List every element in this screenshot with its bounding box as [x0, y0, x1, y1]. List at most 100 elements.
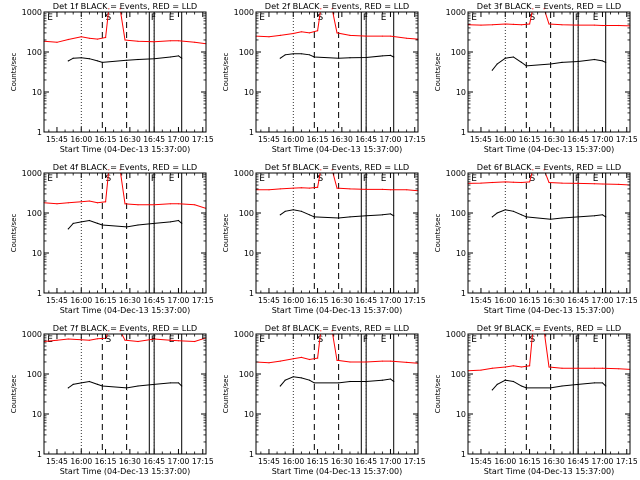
- y-tick-label: 1: [461, 450, 466, 459]
- y-tick-label: 10: [32, 410, 42, 419]
- data-point-lld: [67, 38, 69, 41]
- data-point-events: [137, 385, 139, 387]
- data-point-lld: [543, 8, 545, 10]
- series-line-lld: [468, 334, 630, 372]
- y-axis-label: Counts/sec: [10, 375, 18, 414]
- x-tick-label: 17:15: [616, 296, 638, 305]
- data-point-lld: [300, 187, 302, 189]
- x-tick-label: 17:15: [404, 457, 426, 466]
- x-tick-label: 16:00: [282, 296, 304, 305]
- x-tick-label: 16:30: [543, 296, 565, 305]
- data-point-lld: [279, 360, 281, 362]
- data-point-events: [393, 215, 395, 217]
- data-point-events: [284, 379, 286, 381]
- data-point-events: [72, 222, 74, 224]
- marker-label-e: E: [593, 335, 599, 345]
- data-point-events: [308, 379, 311, 381]
- data-point-lld: [349, 34, 351, 37]
- x-tick-label: 15:45: [470, 296, 492, 305]
- y-tick-label: 100: [239, 209, 254, 218]
- data-point-events: [381, 55, 383, 57]
- x-tick-label: 16:45: [355, 457, 377, 466]
- data-point-events: [67, 387, 69, 389]
- data-point-lld: [480, 182, 482, 184]
- data-point-events: [349, 57, 351, 59]
- data-point-lld: [56, 339, 58, 341]
- data-point-lld: [292, 358, 294, 360]
- data-point-events: [137, 224, 139, 226]
- plot-frame: [467, 333, 631, 455]
- data-point-lld: [105, 36, 107, 39]
- y-axis-label: Counts/sec: [434, 53, 442, 92]
- series-line-lld: [44, 173, 206, 209]
- y-tick-label: 1000: [446, 169, 466, 178]
- data-point-lld: [561, 367, 563, 369]
- data-point-lld: [56, 203, 58, 205]
- data-point-events: [504, 379, 506, 381]
- marker-label-s: S: [318, 174, 324, 184]
- y-tick-label: 10: [244, 88, 254, 97]
- data-point-lld: [561, 24, 563, 26]
- panel-title: Det 4f BLACK = Events, RED = LLD: [53, 162, 197, 172]
- data-point-events: [126, 387, 128, 389]
- data-point-lld: [124, 203, 126, 205]
- data-point-lld: [108, 330, 110, 332]
- data-point-lld: [504, 23, 506, 25]
- data-point-lld: [520, 366, 523, 368]
- marker-label-e: E: [259, 13, 265, 23]
- data-point-events: [338, 382, 340, 384]
- data-point-lld: [169, 339, 171, 341]
- series-line-events: [491, 56, 606, 71]
- marker-label-e: E: [471, 335, 477, 345]
- data-point-events: [491, 69, 493, 71]
- series-line-events: [279, 376, 395, 387]
- data-point-events: [67, 60, 69, 62]
- data-point-events: [491, 389, 493, 391]
- y-axis-label: Counts/sec: [222, 53, 230, 92]
- x-tick-label: 16:15: [95, 296, 117, 305]
- data-point-events: [389, 378, 392, 380]
- data-point-events: [365, 380, 367, 383]
- data-point-events: [593, 58, 596, 61]
- data-point-events: [284, 54, 286, 56]
- x-tick-label: 17:00: [380, 296, 402, 305]
- data-point-events: [181, 57, 183, 59]
- y-tick-label: 10: [32, 249, 42, 258]
- x-tick-label: 16:15: [307, 296, 329, 305]
- data-point-lld: [577, 367, 579, 369]
- y-tick-label: 1000: [22, 8, 42, 17]
- series-line-events: [68, 55, 182, 63]
- data-point-events: [496, 383, 498, 385]
- y-tick-label: 1000: [234, 8, 254, 17]
- data-point-lld: [349, 361, 351, 363]
- x-tick-label: 16:45: [567, 135, 589, 144]
- data-point-lld: [137, 340, 139, 343]
- data-point-events: [88, 380, 90, 383]
- series-line-events: [280, 53, 394, 59]
- marker-label-e: E: [169, 13, 175, 23]
- data-point-lld: [317, 30, 319, 32]
- data-point-events: [169, 56, 171, 58]
- series-line-lld: [256, 334, 418, 364]
- data-point-lld: [491, 367, 493, 369]
- data-point-lld: [593, 367, 596, 369]
- data-point-lld: [491, 181, 493, 184]
- data-point-lld: [88, 339, 90, 341]
- data-point-lld: [292, 187, 294, 189]
- y-tick-label: 1000: [446, 8, 466, 17]
- x-axis-label: Start Time (04-Dec-13 15:37:00): [272, 145, 403, 154]
- marker-label-e: E: [381, 174, 387, 184]
- data-point-lld: [548, 181, 550, 184]
- data-point-lld: [308, 358, 311, 361]
- x-tick-label: 17:00: [592, 135, 614, 144]
- marker-label-f: F: [363, 174, 368, 184]
- x-tick-label: 16:30: [331, 457, 353, 466]
- data-point-events: [284, 210, 286, 212]
- data-point-lld: [512, 23, 515, 25]
- data-point-lld: [88, 37, 90, 39]
- data-point-lld: [336, 187, 338, 189]
- y-tick-label: 10: [456, 410, 466, 419]
- x-tick-label: 17:15: [192, 457, 214, 466]
- series-line-events: [491, 209, 606, 220]
- y-tick-label: 100: [239, 48, 254, 57]
